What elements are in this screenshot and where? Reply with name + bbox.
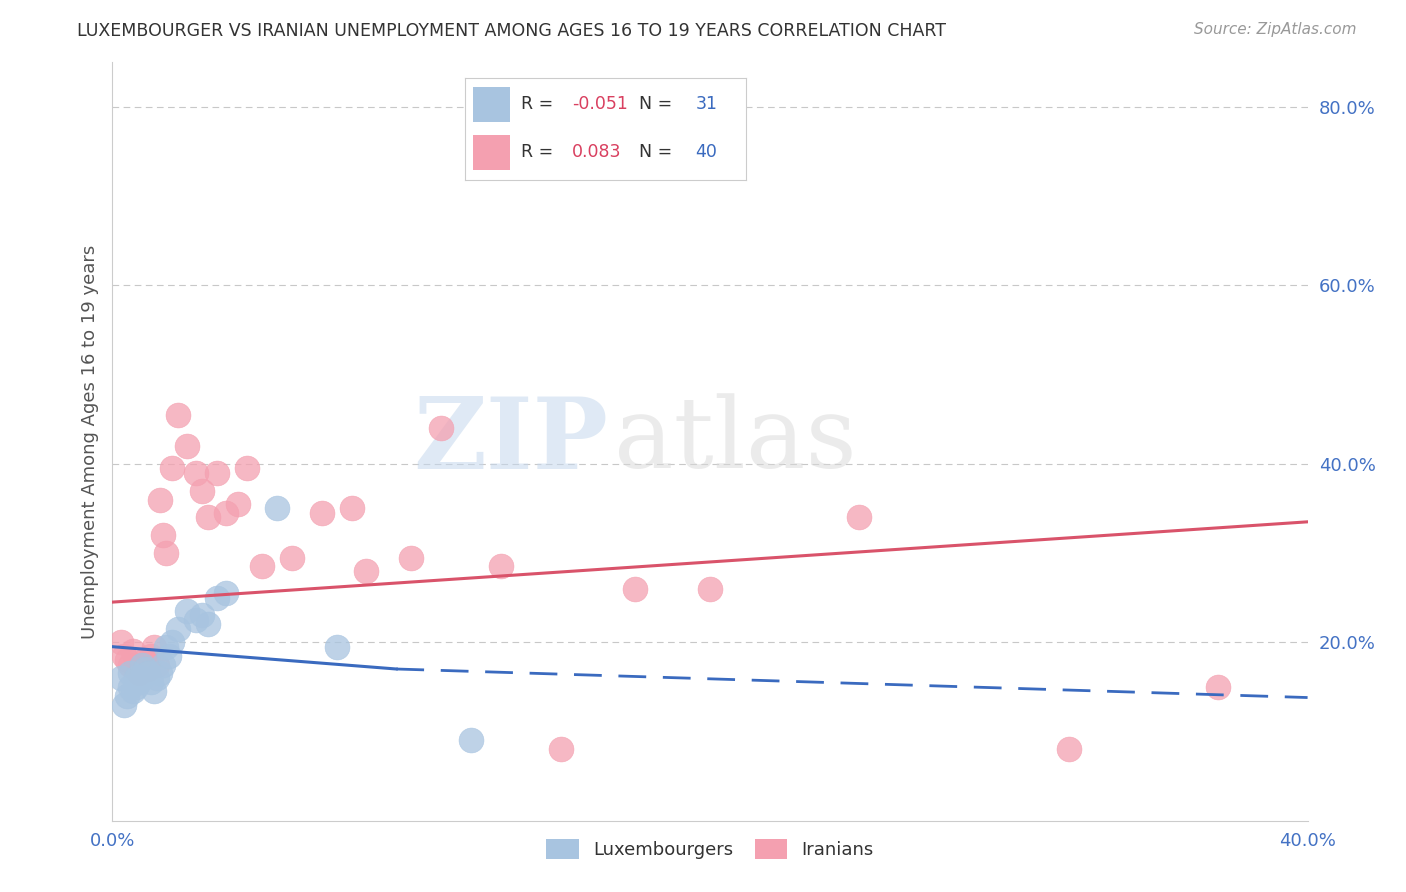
Legend: Luxembourgers, Iranians: Luxembourgers, Iranians [537,830,883,869]
Point [143,640,166,654]
Point [281,550,304,565]
Point [128,675,150,690]
Point [226,497,249,511]
Point [356,564,378,578]
Point [1206,680,1229,694]
Point [176,439,198,453]
Point [186,466,208,480]
Point [146,657,169,672]
Point [191,483,214,498]
Point [134,653,156,667]
Point [1057,742,1080,756]
Point [114,648,135,663]
Point [114,698,135,712]
Point [120,666,142,681]
Text: Source: ZipAtlas.com: Source: ZipAtlas.com [1194,22,1357,37]
Point [155,640,177,654]
Point [186,613,208,627]
Point [110,671,132,685]
Point [205,591,228,605]
Point [146,671,169,685]
Point [430,421,453,435]
Point [848,510,870,524]
Point [125,662,148,676]
Point [215,506,238,520]
Point [197,617,219,632]
Point [155,546,177,560]
Point [157,648,180,663]
Point [110,635,132,649]
Point [311,506,333,520]
Point [401,550,423,565]
Point [117,653,139,667]
Point [699,582,721,596]
Point [250,559,273,574]
Point [128,666,150,681]
Point [143,684,166,698]
Point [162,461,183,475]
Point [340,501,363,516]
Point [215,586,238,600]
Point [624,582,647,596]
Point [134,662,156,676]
Y-axis label: Unemployment Among Ages 16 to 19 years: Unemployment Among Ages 16 to 19 years [80,244,98,639]
Text: atlas: atlas [614,393,858,490]
Point [120,680,142,694]
Point [167,622,190,636]
Point [236,461,259,475]
Point [122,644,145,658]
Point [176,604,198,618]
Point [489,559,512,574]
Point [167,408,190,422]
Point [138,666,160,681]
Point [125,671,148,685]
Point [125,680,148,694]
Point [131,657,153,672]
Point [131,671,153,685]
Point [149,666,172,681]
Point [152,528,174,542]
Point [266,501,288,516]
Point [197,510,219,524]
Point [325,640,347,654]
Point [122,684,145,698]
Point [141,648,163,663]
Point [117,689,139,703]
Point [120,657,142,672]
Point [131,657,153,672]
Point [460,733,482,747]
Point [205,466,228,480]
Point [138,662,160,676]
Point [141,675,163,690]
Point [191,608,214,623]
Point [550,742,572,756]
Point [162,635,183,649]
Point [149,492,172,507]
Text: ZIP: ZIP [413,393,609,490]
Point [152,657,174,672]
Text: LUXEMBOURGER VS IRANIAN UNEMPLOYMENT AMONG AGES 16 TO 19 YEARS CORRELATION CHART: LUXEMBOURGER VS IRANIAN UNEMPLOYMENT AMO… [77,22,946,40]
